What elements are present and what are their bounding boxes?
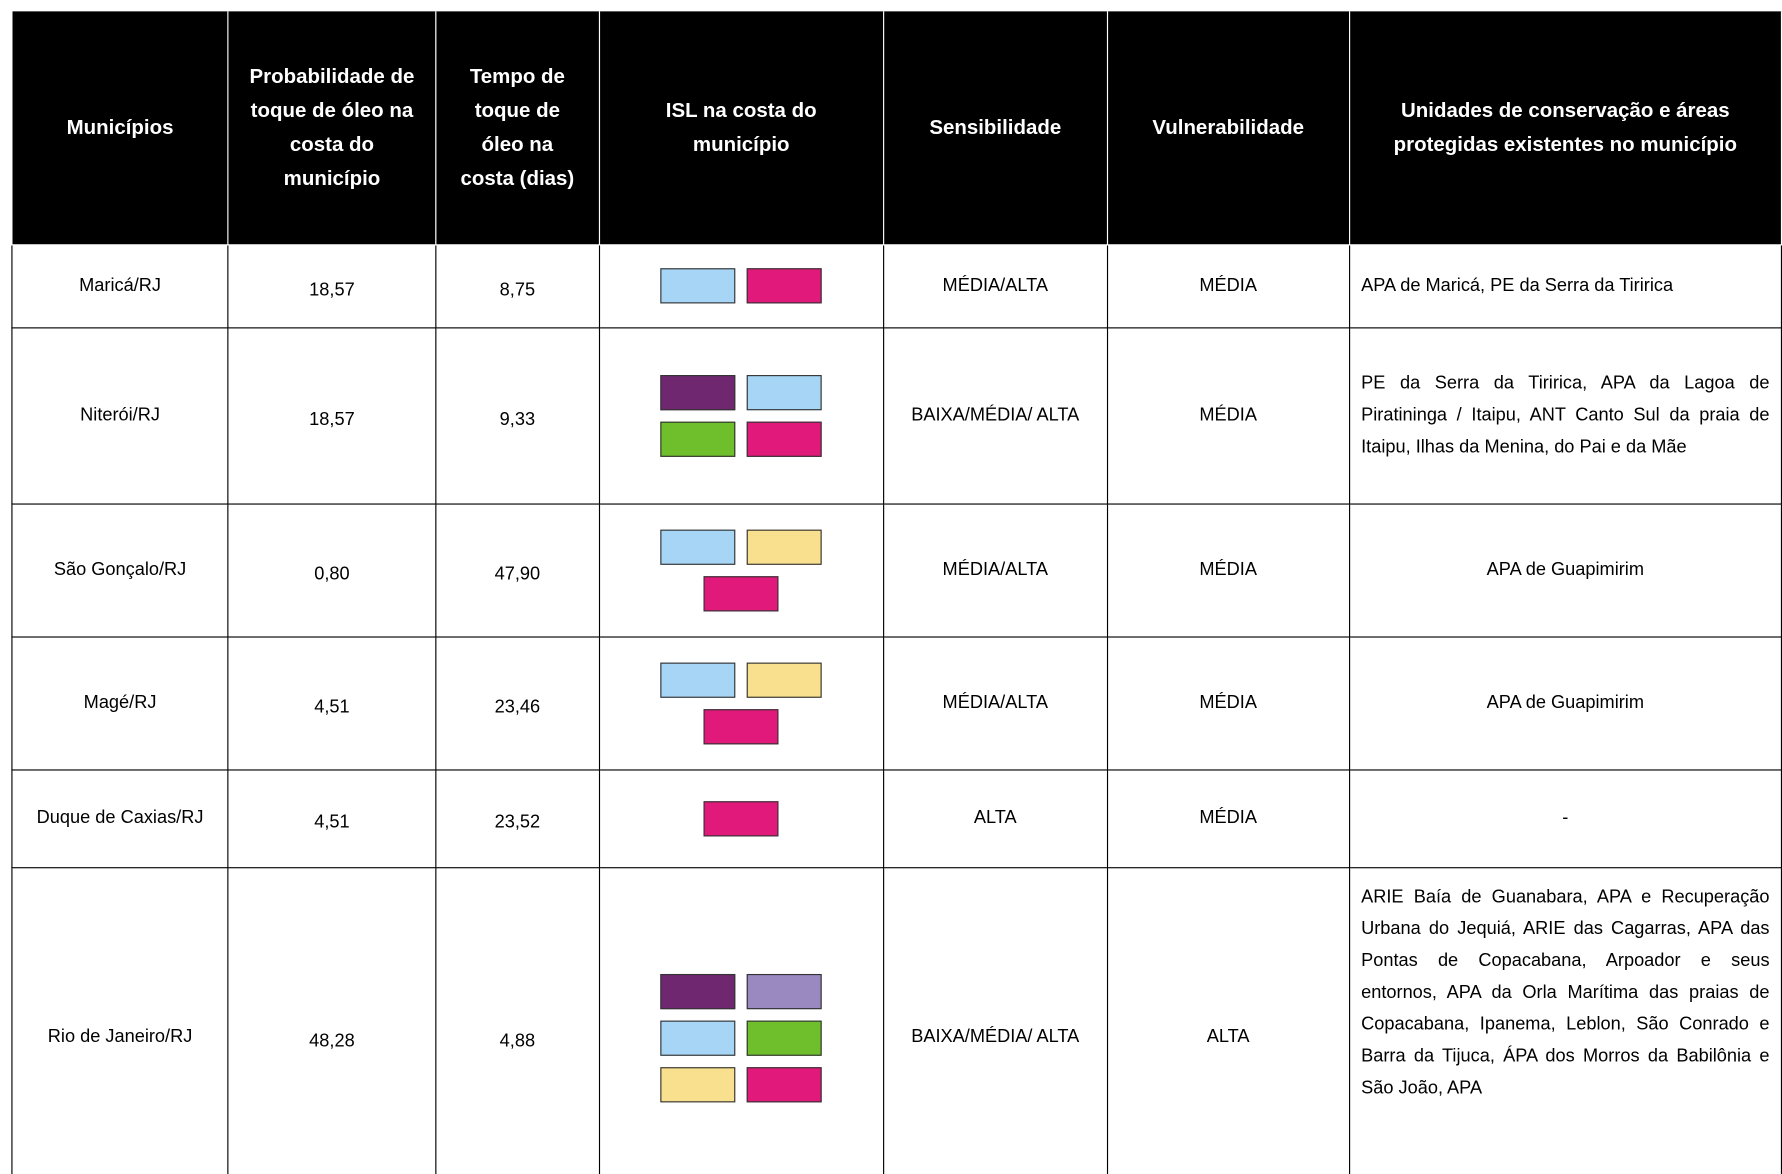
unidades-cell: APA de Guapimirim [1348, 635, 1782, 770]
municipio-cell: Niterói/RJ [11, 326, 229, 505]
probabilidade-cell: 18,57 [227, 326, 437, 505]
isl-cell [598, 866, 884, 1174]
isl-cell [598, 326, 884, 505]
header-cell: Municípios [11, 11, 229, 245]
unidades-cell: - [1348, 768, 1782, 868]
probabilidade-cell: 0,80 [227, 502, 437, 638]
isl-swatch [660, 1020, 736, 1056]
table-row: Niterói/RJ 18,57 9,33 BAIXA/MÉDIA/ ALTA MÉDI… [11, 326, 1782, 505]
isl-cell [598, 243, 884, 328]
header-cell: Probabilidade de toque de óleo na costa … [227, 11, 437, 245]
header-cell: ISL na costa do município [598, 11, 884, 245]
isl-swatch [746, 1020, 822, 1056]
header-cell: Sensibilidade [882, 11, 1108, 245]
tempo-cell: 4,88 [435, 866, 600, 1174]
isl-cell [598, 635, 884, 770]
isl-swatch [703, 708, 779, 744]
isl-swatch [660, 662, 736, 698]
tempo-cell: 23,52 [435, 768, 600, 868]
isl-swatches [650, 529, 832, 611]
isl-swatches [650, 374, 832, 457]
tempo-cell: 47,90 [435, 502, 600, 638]
vulnerabilidade-cell: MÉDIA [1106, 326, 1350, 505]
isl-swatch [660, 973, 736, 1009]
isl-swatch [746, 421, 822, 457]
header-cell: Unidades de conservação e áreas protegid… [1348, 11, 1782, 245]
probabilidade-cell: 18,57 [227, 243, 437, 328]
vulnerabilidade-cell: MÉDIA [1106, 635, 1350, 770]
isl-swatch [660, 1066, 736, 1102]
municipio-cell: Rio de Janeiro/RJ [11, 866, 229, 1174]
probabilidade-cell: 4,51 [227, 635, 437, 770]
isl-swatch [746, 529, 822, 565]
tempo-cell: 9,33 [435, 326, 600, 505]
isl-swatch [703, 575, 779, 611]
tempo-cell: 23,46 [435, 635, 600, 770]
vulnerabilidade-cell: MÉDIA [1106, 502, 1350, 638]
municipio-cell: São Gonçalo/RJ [11, 502, 229, 638]
header-cell: Vulnerabilidade [1106, 11, 1350, 245]
table-row: Maricá/RJ 18,57 8,75 MÉDIA/ALTA MÉDIA APA de … [11, 243, 1782, 328]
isl-swatch [660, 529, 736, 565]
isl-swatch [746, 374, 822, 410]
isl-swatches [650, 268, 832, 304]
table-body: Maricá/RJ 18,57 8,75 MÉDIA/ALTA MÉDIA APA de … [11, 243, 1782, 1174]
sensibilidade-cell: MÉDIA/ALTA [882, 635, 1108, 770]
sensibilidade-cell: ALTA [882, 768, 1108, 868]
unidades-cell: PE da Serra da Tiririca, APA da Lagoa de… [1348, 326, 1782, 505]
vulnerabilidade-cell: MÉDIA [1106, 243, 1350, 328]
municipio-cell: Maricá/RJ [11, 243, 229, 328]
isl-swatch [660, 421, 736, 457]
isl-cell [598, 502, 884, 638]
isl-swatch [703, 800, 779, 836]
vulnerabilidade-cell: ALTA [1106, 866, 1350, 1174]
isl-cell [598, 768, 884, 868]
isl-swatches [650, 973, 832, 1102]
header-cell: Tempo de toque de óleo na costa (dias) [435, 11, 600, 245]
isl-swatch [660, 268, 736, 304]
isl-swatches [650, 800, 832, 836]
unidades-cell: APA de Guapimirim [1348, 502, 1782, 638]
table-row: São Gonçalo/RJ 0,80 47,90 MÉDIA/ALTA MÉDIA AP… [11, 502, 1782, 638]
sensibilidade-cell: MÉDIA/ALTA [882, 502, 1108, 638]
probabilidade-cell: 48,28 [227, 866, 437, 1174]
table-row: Duque de Caxias/RJ 4,51 23,52 ALTA MÉDIA - [11, 768, 1782, 868]
municipio-cell: Magé/RJ [11, 635, 229, 770]
data-table: Municípios Probabilidade de toque de óleo… [11, 11, 1782, 1174]
isl-swatch [746, 268, 822, 304]
probabilidade-cell: 4,51 [227, 768, 437, 868]
table-row: Magé/RJ 4,51 23,46 MÉDIA/ALTA MÉDIA APA de Gu… [11, 635, 1782, 770]
sensibilidade-cell: BAIXA/MÉDIA/ ALTA [882, 866, 1108, 1174]
tempo-cell: 8,75 [435, 243, 600, 328]
municipio-cell: Duque de Caxias/RJ [11, 768, 229, 868]
isl-swatches [650, 662, 832, 744]
isl-swatch [746, 1066, 822, 1102]
sensibilidade-cell: MÉDIA/ALTA [882, 243, 1108, 328]
isl-swatch [660, 374, 736, 410]
unidades-cell: ARIE Baía de Guanabara, APA e Recuperaçã… [1348, 866, 1782, 1174]
unidades-cell: APA de Maricá, PE da Serra da Tiririca [1348, 243, 1782, 328]
sensibilidade-cell: BAIXA/MÉDIA/ ALTA [882, 326, 1108, 505]
header-row: Municípios Probabilidade de toque de óleo… [11, 11, 1782, 245]
vulnerabilidade-cell: MÉDIA [1106, 768, 1350, 868]
isl-swatch [746, 973, 822, 1009]
isl-swatch [746, 662, 822, 698]
table-row: Rio de Janeiro/RJ 48,28 4,88 BAIXA/MÉDIA/ A… [11, 866, 1782, 1174]
